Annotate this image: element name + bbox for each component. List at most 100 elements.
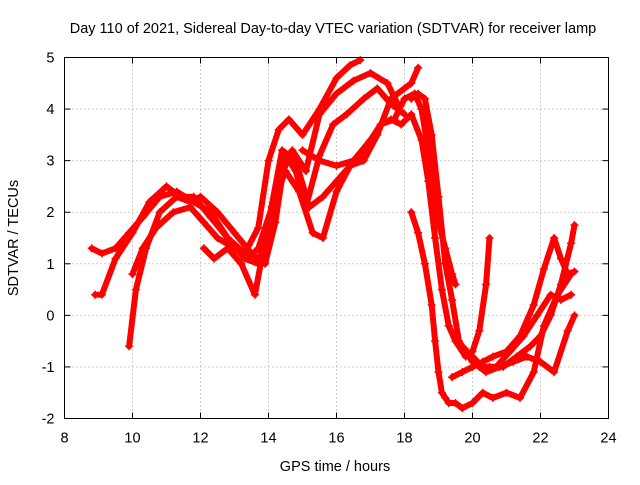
data-point-marker (125, 342, 134, 351)
data-point-marker (482, 368, 491, 377)
data-point-marker (206, 213, 215, 222)
data-point-marker (186, 203, 195, 212)
plot-frame (64, 57, 609, 419)
x-tick-label: 8 (60, 431, 68, 447)
data-point-marker (288, 146, 297, 155)
data-point-marker (291, 156, 300, 165)
series-1 (87, 56, 365, 258)
data-point-marker (271, 218, 280, 227)
data-point-marker (397, 120, 406, 129)
data-point-marker (332, 177, 341, 186)
data-point-marker (199, 218, 208, 227)
y-tick-label: 3 (46, 154, 54, 170)
data-point-marker (468, 347, 477, 356)
data-point-marker (485, 234, 494, 242)
x-tick-label: 24 (600, 431, 616, 447)
data-point-marker (366, 69, 375, 77)
data-point-marker (420, 94, 429, 103)
data-point-marker (172, 192, 181, 201)
data-point-marker (434, 368, 443, 377)
data-point-marker (278, 146, 287, 155)
data-point-marker (407, 208, 416, 217)
y-tick-label: 0 (46, 308, 54, 324)
data-point-marker (298, 130, 307, 139)
x-tick-label: 16 (328, 431, 344, 447)
x-tick-label: 22 (532, 431, 548, 447)
data-point-marker (570, 311, 579, 320)
y-tick-label: -1 (42, 360, 55, 376)
data-point-marker (138, 244, 147, 253)
data-point-marker (485, 362, 494, 371)
data-point-marker (213, 208, 222, 217)
data-point-marker (437, 285, 446, 294)
data-point-marker (349, 76, 358, 85)
data-point-marker (349, 156, 358, 165)
data-point-marker (550, 368, 559, 377)
data-point-marker (210, 254, 219, 263)
data-point-marker (451, 337, 460, 346)
y-tick-label: 5 (46, 51, 54, 67)
data-point-marker (448, 295, 457, 304)
data-point-marker (448, 270, 457, 279)
data-point-marker (373, 84, 382, 93)
data-point-marker (570, 221, 579, 230)
data-point-marker (230, 244, 239, 253)
data-point-marker (417, 105, 426, 114)
data-point-marker (97, 249, 106, 258)
data-point-marker (567, 290, 576, 299)
data-point-marker (441, 244, 450, 253)
data-point-marker (284, 115, 293, 124)
data-point-marker (488, 393, 497, 402)
data-point-marker (475, 326, 484, 335)
data-point-marker (556, 254, 565, 263)
data-point-marker (410, 89, 419, 98)
data-point-marker (434, 218, 443, 227)
series-line (126, 85, 408, 350)
data-point-marker (546, 290, 555, 299)
data-point-marker (386, 115, 395, 124)
data-point-marker (155, 208, 164, 217)
data-point-marker (145, 197, 154, 206)
data-point-marker (281, 167, 290, 175)
data-point-marker (431, 337, 440, 346)
data-point-marker (567, 239, 576, 248)
data-point-marker (437, 388, 446, 397)
series-line (408, 209, 575, 412)
data-point-marker (400, 84, 409, 93)
data-point-marker (570, 267, 579, 276)
data-point-marker (458, 404, 467, 413)
series-line (411, 90, 459, 288)
data-point-marker (522, 352, 531, 361)
x-tick-label: 14 (260, 431, 276, 447)
series-11 (444, 234, 494, 361)
chart-title: Day 110 of 2021, Sidereal Day-to-day VTE… (70, 21, 597, 37)
data-point-marker (407, 110, 416, 119)
data-point-marker (482, 280, 491, 289)
data-point-marker (264, 218, 273, 227)
data-point-marker (424, 146, 433, 155)
data-point-marker (376, 120, 385, 129)
x-tick-label: 12 (192, 431, 208, 447)
data-point-marker (169, 208, 178, 217)
data-point-marker (332, 74, 341, 83)
data-point-marker (152, 223, 161, 232)
data-point-marker (536, 332, 545, 340)
data-point-marker (431, 187, 440, 196)
data-point-marker (359, 156, 368, 165)
data-point-marker (400, 94, 409, 103)
y-tick-label: 1 (46, 257, 54, 273)
data-point-marker (529, 301, 538, 309)
x-axis-label: GPS time / hours (280, 459, 390, 475)
data-point-marker (111, 244, 120, 253)
data-point-marker (329, 120, 338, 129)
data-point-marker (128, 270, 137, 279)
y-axis-label: SDTVAR / TECUs (6, 180, 22, 296)
data-point-marker (539, 264, 548, 273)
data-point-marker (315, 110, 324, 119)
data-point-marker (342, 110, 351, 119)
x-tick-label: 20 (464, 431, 480, 447)
data-point-marker (563, 326, 572, 335)
data-point-marker (427, 301, 436, 309)
data-point-marker (386, 94, 395, 103)
